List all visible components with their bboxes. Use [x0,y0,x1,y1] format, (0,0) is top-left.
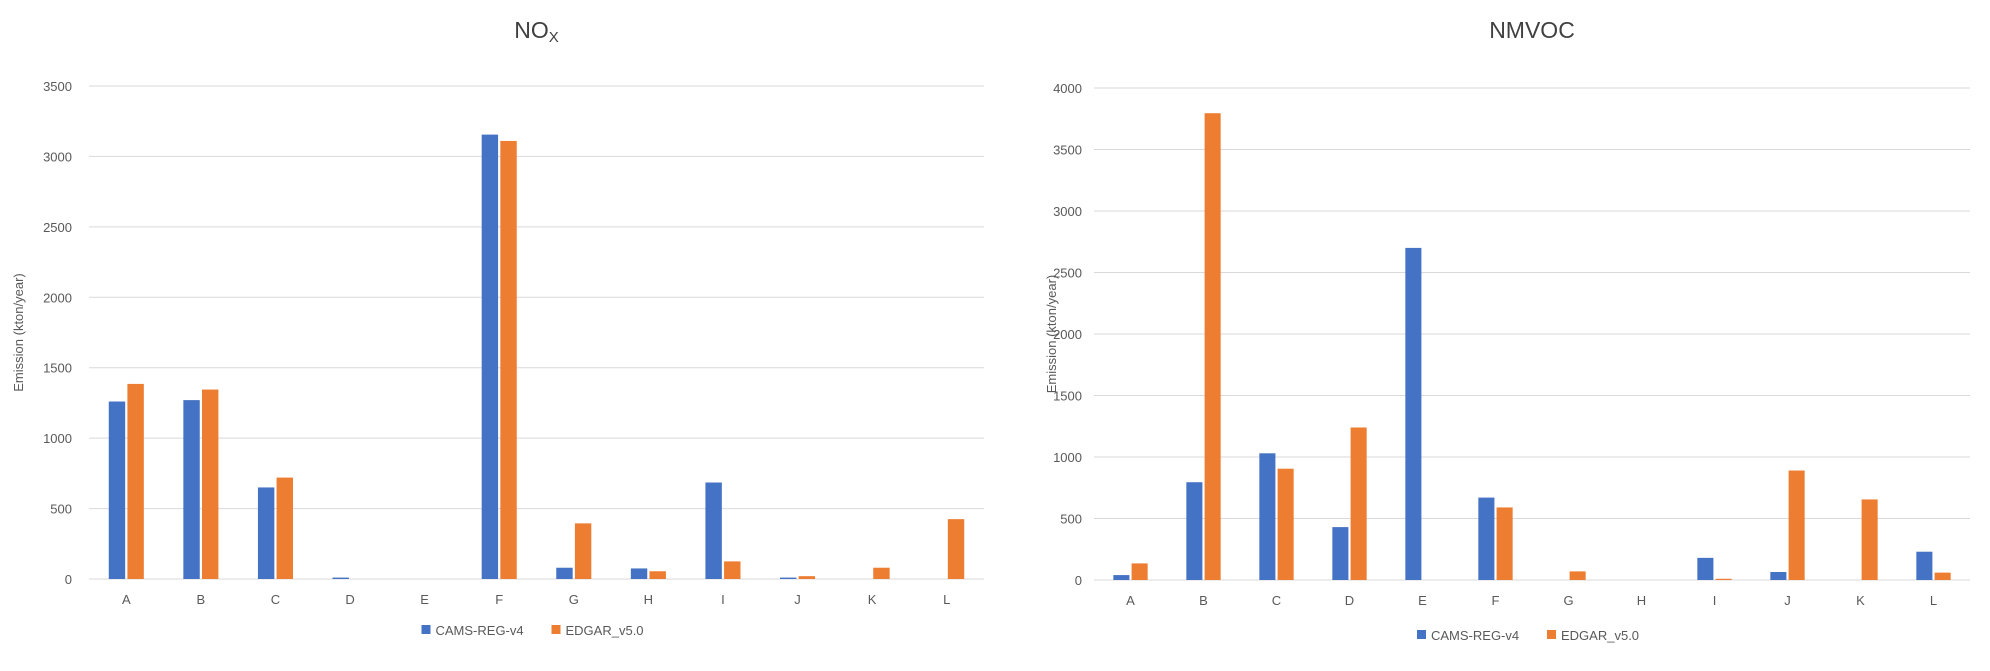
bar-cams-reg-v4-A [108,401,126,579]
x-tick-label: G [569,592,579,607]
y-tick-label: 2000 [1053,327,1082,342]
bar-edgar-v5-0-B [1204,113,1221,580]
bar-edgar-v5-0-G [574,523,592,579]
legend-label-0: CAMS-REG-v4 [1431,628,1519,643]
y-tick-label: 2500 [1053,266,1082,281]
bar-edgar-v5-0-I [1715,578,1732,580]
bar-cams-reg-v4-J [780,577,797,579]
y-tick-label: 3000 [43,149,72,164]
bar-edgar-v5-0-L [947,519,965,579]
bar-cams-reg-v4-D [332,577,349,579]
y-tick-label: 3500 [43,79,72,94]
bar-edgar-v5-0-G [1569,571,1586,580]
x-tick-label: C [1272,593,1281,608]
legend-swatch-1 [1547,630,1556,639]
bar-cams-reg-v4-J [1770,572,1787,580]
x-tick-label: G [1563,593,1573,608]
x-tick-label: D [1345,593,1354,608]
x-tick-label: K [868,592,877,607]
x-tick-label: H [1637,593,1646,608]
bar-edgar-v5-0-F [500,140,517,580]
x-tick-label: E [1418,593,1427,608]
bar-edgar-v5-0-D [1350,427,1367,580]
chart-title-subscript: X [549,29,559,46]
legend-label-0: CAMS-REG-v4 [436,623,524,638]
bar-edgar-v5-0-C [276,477,293,579]
y-tick-label: 2000 [43,290,72,305]
bar-edgar-v5-0-J [798,576,816,579]
x-tick-label: B [1199,593,1208,608]
y-tick-label: 2500 [43,220,72,235]
x-tick-label: J [1784,593,1791,608]
bar-edgar-v5-0-H [649,571,666,579]
y-tick-label: 0 [1075,573,1082,588]
y-axis-label: Emission (kton/year) [1044,275,1059,393]
bar-cams-reg-v4-H [630,568,648,579]
legend-label-1: EDGAR_v5.0 [566,623,644,638]
bar-cams-reg-v4-C [257,487,275,579]
bar-edgar-v5-0-J [1788,470,1805,580]
y-tick-label: 4000 [1053,81,1082,96]
bar-cams-reg-v4-D [1332,527,1349,580]
x-tick-label: C [271,592,280,607]
bar-edgar-v5-0-B [201,389,219,579]
legend-swatch-0 [1417,630,1426,639]
x-tick-label: A [1126,593,1135,608]
legend-swatch-1 [551,625,561,634]
chart-title: NMVOC [1489,17,1575,43]
bar-edgar-v5-0-I [724,561,741,579]
bar-cams-reg-v4-I [1697,557,1714,580]
bar-edgar-v5-0-A [127,383,144,579]
x-tick-label: A [122,592,131,607]
y-tick-label: 3000 [1053,204,1082,219]
chart-1: NMVOC 0 500 1000 1500 2000 2500 3000 3500 4000 Emi… [1044,17,1970,643]
bar-cams-reg-v4-B [183,400,200,579]
x-tick-label: H [644,592,653,607]
y-tick-label: 1000 [43,431,72,446]
y-tick-label: 500 [1060,512,1082,527]
chart-title: NOX [514,17,559,46]
bar-cams-reg-v4-F [481,134,499,580]
x-tick-label: K [1856,593,1865,608]
bar-edgar-v5-0-K [1861,499,1878,580]
bar-edgar-v5-0-K [873,567,890,579]
x-tick-label: L [1930,593,1937,608]
bar-edgar-v5-0-C [1277,468,1294,580]
x-tick-label: D [345,592,354,607]
x-tick-label: E [420,592,429,607]
bar-cams-reg-v4-A [1113,575,1130,580]
x-tick-label: I [721,592,725,607]
bar-cams-reg-v4-F [1478,497,1495,580]
bar-cams-reg-v4-C [1259,453,1276,580]
x-tick-label: L [943,592,950,607]
x-tick-label: F [495,592,503,607]
bar-edgar-v5-0-F [1496,507,1513,580]
y-tick-label: 0 [65,572,72,587]
chart-0: NOX 0 500 1000 1500 2000 2500 3000 3500 Emission … [11,17,984,638]
y-tick-label: 3500 [1053,143,1082,158]
y-tick-label: 500 [50,502,72,517]
bar-edgar-v5-0-L [1934,572,1951,580]
bar-edgar-v5-0-A [1131,563,1148,580]
y-axis-label: Emission (kton/year) [11,273,26,391]
legend-swatch-0 [421,625,431,634]
bar-cams-reg-v4-E [1405,247,1422,580]
bar-cams-reg-v4-I [705,482,722,579]
y-tick-label: 1000 [1053,450,1082,465]
bar-cams-reg-v4-G [556,567,573,579]
legend-label-1: EDGAR_v5.0 [1561,628,1639,643]
bar-cams-reg-v4-L [1916,551,1933,580]
x-tick-label: J [794,592,801,607]
bar-cams-reg-v4-B [1186,482,1203,580]
y-tick-label: 1500 [43,361,72,376]
y-tick-label: 1500 [1053,389,1082,404]
x-tick-label: I [1713,593,1717,608]
x-tick-label: B [197,592,206,607]
x-tick-label: F [1492,593,1500,608]
